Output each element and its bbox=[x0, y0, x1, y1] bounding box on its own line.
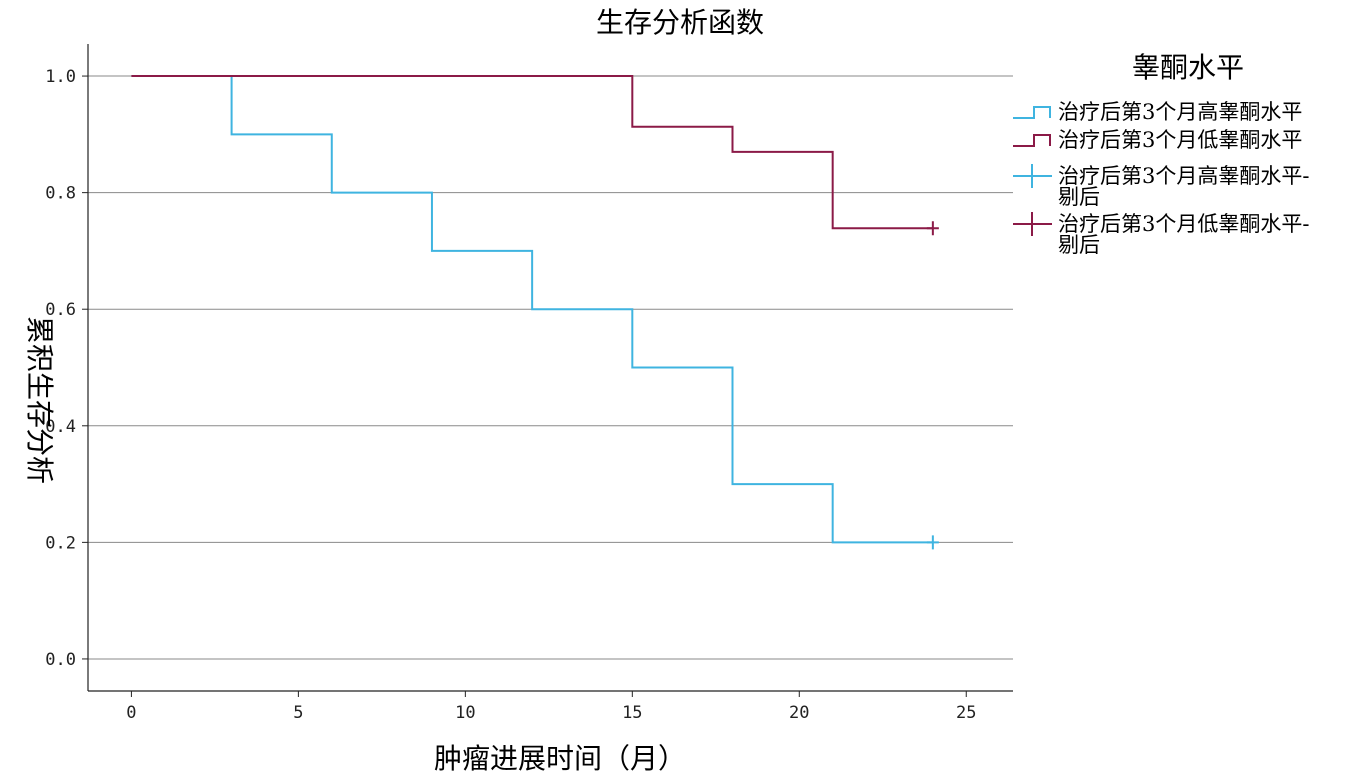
y-tick-label: 1.0 bbox=[45, 67, 76, 87]
legend: 睾酮水平 治疗后第3个月高睾酮水平治疗后第3个月低睾酮水平治疗后第3个月高睾酮水… bbox=[1013, 51, 1309, 257]
legend-symbol bbox=[1013, 164, 1052, 188]
legend-label: 治疗后第3个月高睾酮水平 bbox=[1058, 100, 1302, 124]
survival-step-line bbox=[131, 75, 933, 230]
y-tick-label: 0.2 bbox=[45, 533, 76, 553]
y-tick-label: 0.8 bbox=[45, 184, 76, 204]
legend-label: 治疗后第3个月低睾酮水平 bbox=[1058, 128, 1302, 152]
legend-entry: 治疗后第3个月低睾酮水平 bbox=[1013, 128, 1302, 152]
x-tick-label: 10 bbox=[455, 703, 475, 723]
x-tick-label: 15 bbox=[622, 703, 642, 723]
y-axis-ticks: 0.0 0.2 0.4 0.6 0.8 1.0 bbox=[45, 67, 88, 670]
censor-mark bbox=[926, 221, 939, 236]
legend-entry: 治疗后第3个月低睾酮水平-剔后 bbox=[1013, 212, 1309, 257]
x-axis-label: 肿瘤进展时间（月） bbox=[434, 742, 686, 775]
y-tick-label: 0.6 bbox=[45, 300, 76, 320]
series-group bbox=[131, 75, 933, 544]
censor-mark bbox=[926, 535, 939, 550]
legend-label: 治疗后第3个月低睾酮水平- bbox=[1058, 212, 1309, 236]
x-tick-label: 25 bbox=[956, 703, 976, 723]
grid-lines bbox=[88, 75, 1013, 660]
legend-symbol bbox=[1013, 106, 1051, 119]
y-axis-label: 累积生存分析 bbox=[23, 316, 56, 484]
legend-entry: 治疗后第3个月高睾酮水平 bbox=[1013, 100, 1302, 124]
censor-marks bbox=[926, 221, 939, 550]
legend-label: 剔后 bbox=[1058, 233, 1100, 257]
legend-entry: 治疗后第3个月高睾酮水平-剔后 bbox=[1013, 164, 1309, 209]
legend-title: 睾酮水平 bbox=[1132, 51, 1244, 84]
axes bbox=[87, 44, 1013, 692]
y-tick-label: 0.0 bbox=[45, 650, 76, 670]
survival-step-line bbox=[131, 75, 933, 544]
x-tick-label: 5 bbox=[293, 703, 303, 723]
chart-title: 生存分析函数 bbox=[596, 6, 764, 39]
legend-label: 治疗后第3个月高睾酮水平- bbox=[1058, 164, 1309, 188]
legend-symbol bbox=[1013, 212, 1052, 236]
legend-label: 剔后 bbox=[1058, 185, 1100, 209]
x-axis-ticks: 0 5 10 15 20 25 bbox=[126, 691, 976, 723]
x-tick-label: 0 bbox=[126, 703, 136, 723]
y-tick-label: 0.4 bbox=[45, 417, 76, 437]
legend-symbol bbox=[1013, 134, 1051, 147]
x-tick-label: 20 bbox=[789, 703, 809, 723]
